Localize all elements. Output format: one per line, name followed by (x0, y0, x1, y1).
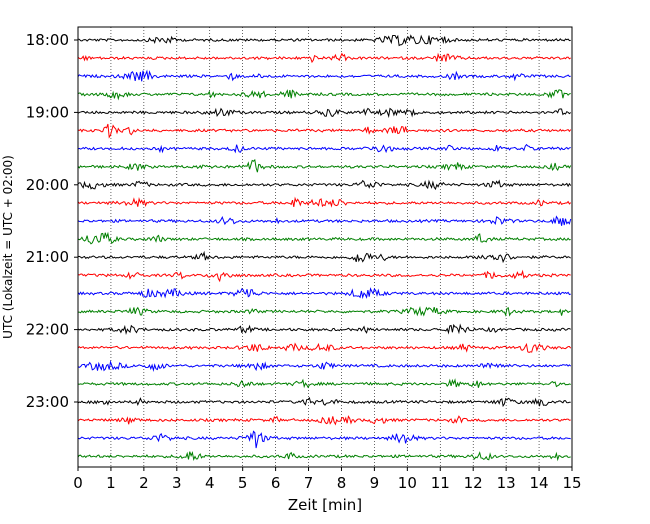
y-ticks: 18:00 19:00 20:00 21:00 22:00 23:00 (26, 31, 78, 411)
x-tick-label: 3 (172, 474, 182, 492)
trace-line (77, 196, 572, 208)
trace-line (77, 378, 571, 389)
x-tick-label: 10 (398, 474, 417, 492)
trace-line (77, 306, 571, 317)
x-axis-label: Zeit [min] (288, 496, 362, 514)
x-tick-label: 4 (205, 474, 215, 492)
x-tick-label: 11 (431, 474, 450, 492)
y-tick-label: 18:00 (26, 31, 69, 49)
x-ticks: 0 1 2 3 4 5 6 7 8 9 10 11 12 13 14 15 (73, 467, 582, 492)
x-tick-label: 5 (238, 474, 248, 492)
trace-line (77, 179, 572, 191)
trace-line (77, 107, 572, 119)
x-tick-label: 6 (271, 474, 281, 492)
y-axis-label: UTC (Lokalzeit = UTC + 02:00) (1, 155, 15, 339)
trace-line (77, 287, 571, 300)
trace-line (77, 52, 571, 64)
trace-layer (77, 34, 572, 462)
x-tick-label: 0 (73, 474, 83, 492)
trace-line (77, 123, 572, 139)
trace-line (77, 231, 571, 245)
x-tick-label: 12 (464, 474, 483, 492)
trace-line (77, 323, 571, 335)
trace-line (77, 269, 571, 283)
x-tick-label: 13 (497, 474, 516, 492)
trace-line (77, 415, 571, 426)
y-tick-label: 22:00 (26, 321, 69, 339)
trace-line (77, 215, 572, 226)
trace-line (77, 158, 572, 173)
x-tick-label: 2 (139, 474, 149, 492)
y-tick-label: 23:00 (26, 393, 69, 411)
trace-line (77, 342, 572, 354)
x-tick-label: 9 (370, 474, 380, 492)
trace-line (77, 69, 571, 82)
trace-line (77, 34, 571, 47)
trace-line (77, 89, 571, 101)
trace-line (77, 359, 572, 372)
trace-line (77, 430, 571, 449)
plot-frame (77, 26, 573, 468)
x-tick-label: 15 (562, 474, 581, 492)
y-tick-label: 19:00 (26, 103, 69, 121)
x-tick-label: 1 (106, 474, 116, 492)
x-tick-label: 8 (337, 474, 347, 492)
trace-line (77, 250, 572, 264)
trace-line (77, 396, 571, 408)
x-tick-label: 7 (304, 474, 314, 492)
trace-line (77, 143, 571, 154)
trace-line (77, 451, 571, 462)
y-tick-label: 20:00 (26, 176, 69, 194)
y-tick-label: 21:00 (26, 248, 69, 266)
grid-layer (110, 27, 540, 467)
x-tick-label: 14 (530, 474, 549, 492)
